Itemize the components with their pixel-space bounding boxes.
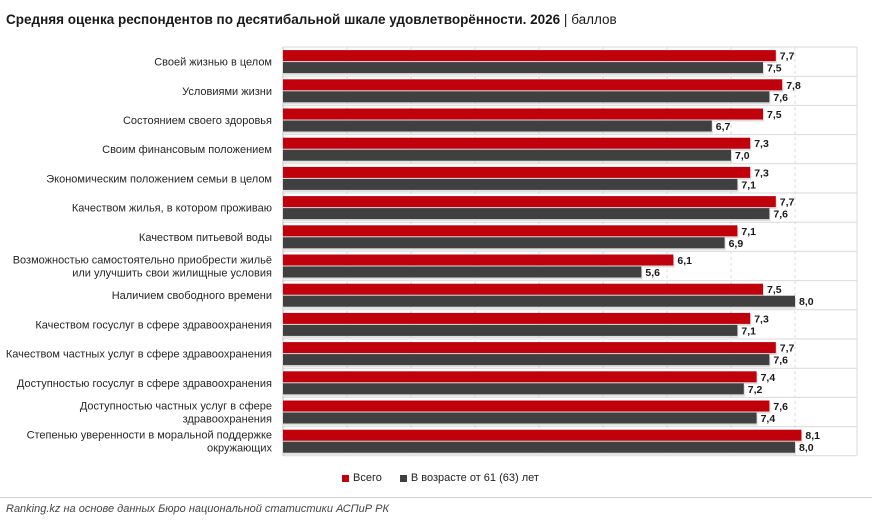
legend-label-total: Всего (353, 472, 382, 484)
footer-divider (0, 497, 872, 498)
bar-total (283, 400, 770, 412)
category-label: Доступностью госуслуг в сфере здравоохра… (17, 378, 272, 390)
bar-61plus (283, 149, 731, 161)
data-label-total: 7,7 (780, 51, 795, 63)
bar-total (283, 137, 751, 149)
category-label: или улучшить свои жилищные условия (72, 268, 272, 280)
bar-total (283, 312, 751, 324)
category-label: Своей жизнью в целом (154, 57, 272, 69)
bar-61plus (283, 178, 738, 190)
bar-total (283, 254, 674, 266)
data-label-total: 7,5 (767, 284, 782, 296)
category-label: Качеством жилья, в котором проживаю (72, 203, 272, 215)
data-label-61plus: 7,6 (773, 92, 788, 104)
data-label-61plus: 7,1 (741, 179, 756, 191)
bar-61plus (283, 412, 757, 424)
data-label-total: 7,7 (780, 197, 795, 209)
legend-swatch-61plus (399, 474, 407, 482)
data-label-61plus: 7,2 (748, 384, 763, 396)
category-label: Экономическим положением семьи в целом (46, 173, 272, 185)
data-label-total: 7,3 (754, 138, 769, 150)
bar-total (283, 342, 776, 354)
data-label-total: 6,1 (677, 255, 692, 267)
bar-total (283, 166, 751, 178)
data-label-61plus: 6,9 (729, 238, 744, 250)
category-label: Качеством частных услуг в сфере здравоох… (6, 349, 272, 361)
data-label-total: 7,8 (786, 80, 801, 92)
data-label-total: 7,7 (780, 343, 795, 355)
category-label: здравоохранения (183, 414, 272, 426)
category-label: Степенью уверенности в моральной поддерж… (27, 430, 272, 442)
data-label-total: 7,4 (761, 372, 776, 384)
category-label: Состоянием своего здоровья (123, 115, 272, 127)
chart-title-text: Средняя оценка респондентов по десятибал… (6, 12, 561, 27)
data-label-61plus: 7,4 (761, 413, 776, 425)
data-label-61plus: 7,6 (773, 209, 788, 221)
data-label-61plus: 5,6 (645, 267, 660, 279)
data-label-61plus: 7,6 (773, 355, 788, 367)
bar-61plus (283, 208, 770, 220)
data-label-61plus: 7,5 (767, 63, 782, 75)
bar-61plus (283, 62, 763, 74)
category-label: Наличием свободного времени (112, 290, 272, 302)
category-label: Качеством питьевой воды (139, 232, 272, 244)
chart-legend: Всего В возрасте от 61 (63) лет (342, 472, 539, 484)
legend-item-total: Всего (342, 472, 382, 484)
legend-swatch-total (342, 474, 349, 482)
bar-total (283, 79, 783, 91)
bar-61plus (283, 324, 738, 336)
bar-total (283, 196, 776, 208)
data-label-61plus: 6,7 (716, 121, 731, 133)
bar-61plus (283, 237, 725, 249)
bar-61plus (283, 266, 642, 278)
category-label: Доступностью частных услуг в сфере (80, 401, 272, 413)
data-label-total: 7,5 (767, 109, 782, 121)
chart-unit: баллов (571, 12, 617, 27)
data-label-total: 7,3 (754, 167, 769, 179)
bar-61plus (283, 441, 795, 453)
data-label-61plus: 7,1 (741, 325, 756, 337)
bar-61plus (283, 91, 770, 103)
source-note: Ranking.kz на основе данных Бюро национа… (6, 503, 389, 515)
legend-item-61plus: В возрасте от 61 (63) лет (399, 472, 539, 484)
bar-total (283, 429, 802, 441)
category-label: Возможностью самостоятельно приобрести ж… (13, 255, 272, 267)
bar-total (283, 371, 757, 383)
data-label-61plus: 8,0 (799, 442, 814, 454)
category-label: окружающих (207, 443, 272, 455)
data-label-total: 8,1 (805, 430, 820, 442)
data-label-61plus: 8,0 (799, 296, 814, 308)
bar-61plus (283, 354, 770, 366)
title-separator: | (563, 12, 568, 27)
bar-total (283, 283, 763, 295)
bar-total (283, 50, 776, 62)
bar-total (283, 225, 738, 237)
bar-61plus (283, 120, 712, 132)
category-label: Условиями жизни (182, 86, 272, 98)
bar-61plus (283, 383, 744, 395)
bar-61plus (283, 295, 795, 307)
category-label: Своим финансовым положением (102, 144, 272, 156)
legend-label-61plus: В возрасте от 61 (63) лет (410, 472, 539, 484)
bar-total (283, 108, 763, 120)
category-label: Качеством госуслуг в сфере здравоохранен… (35, 319, 272, 331)
data-label-total: 7,3 (754, 313, 769, 325)
chart-title: Средняя оценка респондентов по десятибал… (6, 12, 617, 27)
data-label-61plus: 7,0 (735, 150, 750, 162)
data-label-total: 7,6 (773, 401, 788, 413)
data-label-total: 7,1 (741, 226, 756, 238)
